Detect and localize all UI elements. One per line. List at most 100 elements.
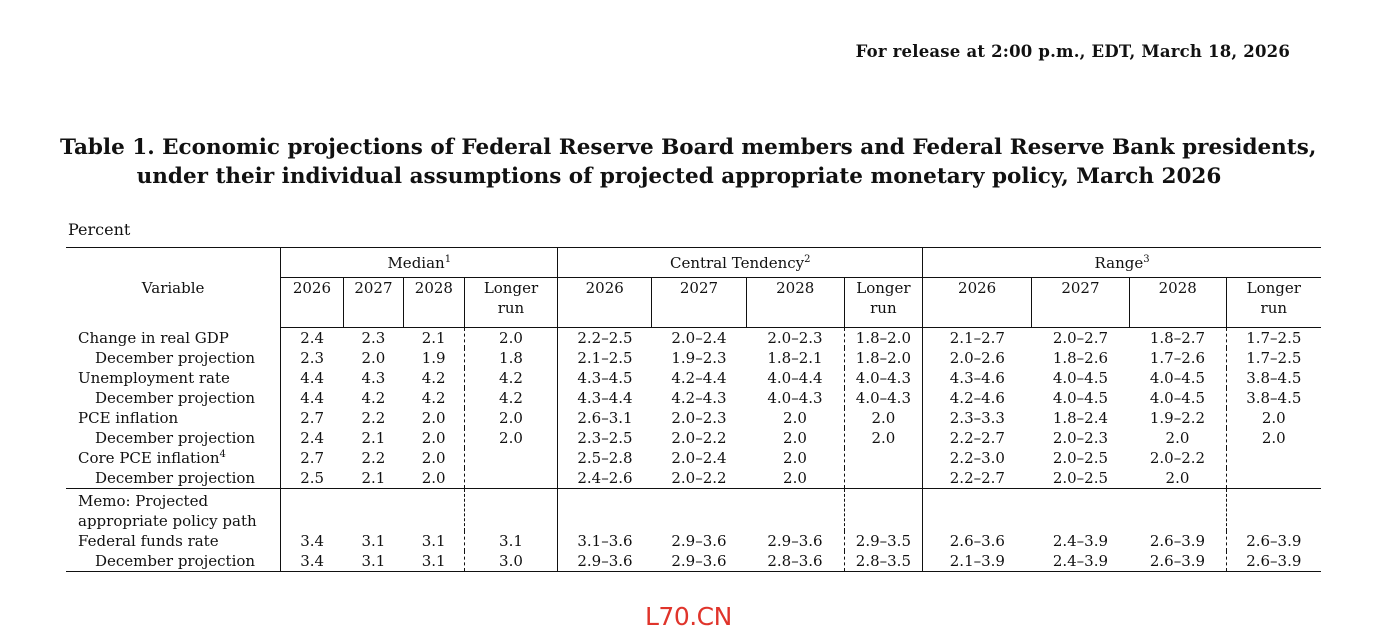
value-cell: 2.0–2.2	[1149, 449, 1206, 467]
value-cell: 2.6–3.9	[1149, 552, 1206, 570]
row-label: December projection	[95, 552, 256, 570]
value-cell: 1.8–2.1	[767, 349, 823, 367]
value-cell: 2.0	[783, 429, 807, 447]
value-cell: 2.4	[280, 428, 344, 448]
value-cell: 4.2–4.4	[671, 369, 727, 387]
year-header: 2026	[922, 277, 1033, 328]
value-cell: 2.1–2.5	[557, 348, 652, 368]
value-cell: 2.9–3.6	[767, 532, 823, 550]
release-note: For release at 2:00 p.m., EDT, March 18,…	[855, 42, 1290, 61]
value-cell: 2.0	[421, 449, 446, 467]
table-row: Unemployment rate 4.4 4.3 4.2 4.2 4.3–4.5 4.2–…	[66, 368, 1321, 388]
value-cell: 2.8–3.5	[843, 551, 923, 572]
value-cell: 2.0	[1225, 428, 1321, 448]
value-cell	[843, 448, 923, 468]
table-row: December projection 2.5 2.1 2.0 2.4–2.6 2.0–2…	[66, 468, 1321, 489]
longer-run-header: Longer run	[464, 277, 559, 328]
row-label: December projection	[95, 349, 256, 367]
value-cell: 2.0	[421, 409, 446, 427]
value-cell: 2.0	[463, 428, 558, 448]
row-label: PCE inflation	[78, 409, 179, 427]
row-label: December projection	[95, 389, 256, 407]
value-cell: 4.2	[421, 369, 446, 387]
value-cell: 3.1	[463, 531, 558, 551]
value-cell	[463, 468, 558, 489]
value-cell: 2.6–3.6	[922, 531, 1032, 551]
value-cell	[1031, 488, 1130, 531]
value-cell: 2.0	[1225, 408, 1321, 428]
value-cell: 2.0	[843, 408, 923, 428]
value-cell: 2.0	[1165, 429, 1190, 447]
value-cell	[463, 448, 558, 468]
year-header: 2027	[1031, 277, 1130, 328]
table-row: December projection 2.4 2.1 2.0 2.0 2.3–2.5 2.…	[66, 428, 1321, 448]
value-cell: 2.9–3.6	[557, 551, 652, 572]
year-header: 2028	[403, 277, 465, 328]
value-cell: 3.1–3.6	[557, 531, 652, 551]
table-row: Change in real GDP 2.4 2.3 2.1 2.0 2.2–2.5 2.0…	[66, 327, 1321, 348]
value-cell	[651, 488, 747, 531]
value-cell: 2.2	[361, 449, 386, 467]
value-cell: 2.0–2.6	[922, 348, 1032, 368]
value-cell: 2.9–3.6	[671, 552, 727, 570]
table-row: Core PCE inflation4 2.7 2.2 2.0 2.5–2.8 2.0–2…	[66, 448, 1321, 468]
group-header-median: Median1	[280, 247, 559, 278]
value-cell: 2.0	[361, 349, 386, 367]
value-cell: 4.0–4.4	[767, 369, 823, 387]
value-cell: 2.1	[421, 329, 446, 347]
value-cell: 2.0	[783, 409, 807, 427]
value-cell: 2.0	[463, 408, 558, 428]
value-cell: 4.0–4.5	[1149, 369, 1206, 387]
value-cell: 2.1–3.9	[922, 551, 1032, 572]
value-cell	[843, 488, 923, 531]
group-header-range: Range3	[922, 247, 1321, 278]
value-cell: 2.9–3.5	[843, 531, 923, 551]
value-cell: 2.6–3.9	[1225, 531, 1321, 551]
row-label: Change in real GDP	[78, 328, 229, 347]
memo-row: Memo: Projected appropriate policy path	[66, 488, 1321, 531]
value-cell: 4.0–4.3	[767, 389, 823, 407]
value-cell: 1.8–2.7	[1149, 329, 1206, 347]
value-cell: 2.0–2.4	[671, 449, 727, 467]
table-row: PCE inflation 2.7 2.2 2.0 2.0 2.6–3.1 2.0–2.3 2…	[66, 408, 1321, 428]
value-cell: 4.3–4.5	[557, 368, 652, 388]
table-row: Federal funds rate 3.4 3.1 3.1 3.1 3.1–3.6 2.9…	[66, 531, 1321, 551]
value-cell	[1225, 488, 1321, 531]
value-cell: 1.9–2.3	[671, 349, 727, 367]
value-cell: 2.6–3.9	[1225, 551, 1321, 572]
value-cell: 2.1	[361, 469, 386, 487]
value-cell: 2.9–3.6	[671, 532, 727, 550]
value-cell: 4.4	[280, 388, 344, 408]
value-cell: 2.0–2.3	[767, 329, 823, 347]
value-cell: 3.8–4.5	[1225, 368, 1321, 388]
value-cell: 1.7–2.5	[1225, 327, 1321, 348]
value-cell: 4.3	[361, 369, 386, 387]
table-body: Change in real GDP 2.4 2.3 2.1 2.0 2.2–2.5 2.0…	[66, 327, 1321, 572]
value-cell: 3.0	[463, 551, 558, 572]
year-header: 2027	[343, 277, 405, 328]
value-cell: 4.2–4.3	[671, 389, 727, 407]
value-cell: 2.0–2.2	[671, 429, 727, 447]
value-cell	[463, 488, 558, 531]
value-cell: 2.2	[361, 409, 386, 427]
row-label: December projection	[95, 469, 256, 487]
value-cell	[1129, 488, 1227, 531]
value-cell: 2.4–3.9	[1052, 532, 1109, 550]
value-cell: 2.0	[783, 449, 807, 467]
unit-label: Percent	[68, 220, 131, 239]
value-cell: 1.8–2.6	[1052, 349, 1109, 367]
value-cell: 2.6–3.9	[1149, 532, 1206, 550]
value-cell: 4.2	[421, 389, 446, 407]
value-cell: 2.7	[280, 408, 344, 428]
value-cell: 2.0–2.7	[1052, 329, 1109, 347]
value-cell: 3.8–4.5	[1225, 388, 1321, 408]
value-cell	[1225, 448, 1321, 468]
value-cell	[343, 488, 404, 531]
value-cell: 2.5–2.8	[557, 448, 652, 468]
row-label: Core PCE inflation4	[78, 449, 226, 467]
value-cell: 2.4–3.9	[1052, 552, 1109, 570]
value-cell: 4.4	[280, 368, 344, 388]
value-cell	[280, 488, 344, 531]
value-cell: 2.3–2.5	[557, 428, 652, 448]
year-header: 2027	[651, 277, 747, 328]
